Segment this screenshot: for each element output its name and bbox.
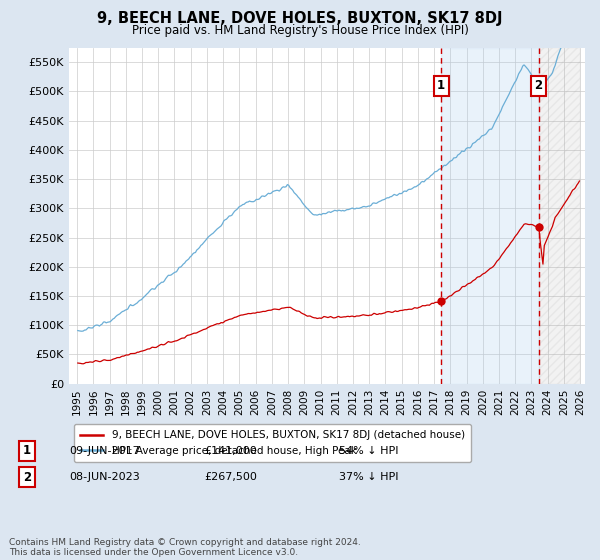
Text: £141,000: £141,000 xyxy=(204,446,257,456)
Text: 37% ↓ HPI: 37% ↓ HPI xyxy=(339,472,398,482)
Text: 2: 2 xyxy=(535,79,542,92)
Text: Contains HM Land Registry data © Crown copyright and database right 2024.
This d: Contains HM Land Registry data © Crown c… xyxy=(9,538,361,557)
Bar xyxy=(539,48,580,384)
Text: 1: 1 xyxy=(23,444,31,458)
Text: 09-JUN-2017: 09-JUN-2017 xyxy=(69,446,140,456)
Text: 08-JUN-2023: 08-JUN-2023 xyxy=(69,472,140,482)
Legend: 9, BEECH LANE, DOVE HOLES, BUXTON, SK17 8DJ (detached house), HPI: Average price: 9, BEECH LANE, DOVE HOLES, BUXTON, SK17 … xyxy=(74,424,471,462)
Text: 54% ↓ HPI: 54% ↓ HPI xyxy=(339,446,398,456)
Text: 9, BEECH LANE, DOVE HOLES, BUXTON, SK17 8DJ: 9, BEECH LANE, DOVE HOLES, BUXTON, SK17 … xyxy=(97,11,503,26)
Text: 1: 1 xyxy=(437,79,445,92)
Text: 2: 2 xyxy=(23,470,31,484)
Bar xyxy=(441,48,539,384)
Text: £267,500: £267,500 xyxy=(204,472,257,482)
Text: Price paid vs. HM Land Registry's House Price Index (HPI): Price paid vs. HM Land Registry's House … xyxy=(131,24,469,37)
